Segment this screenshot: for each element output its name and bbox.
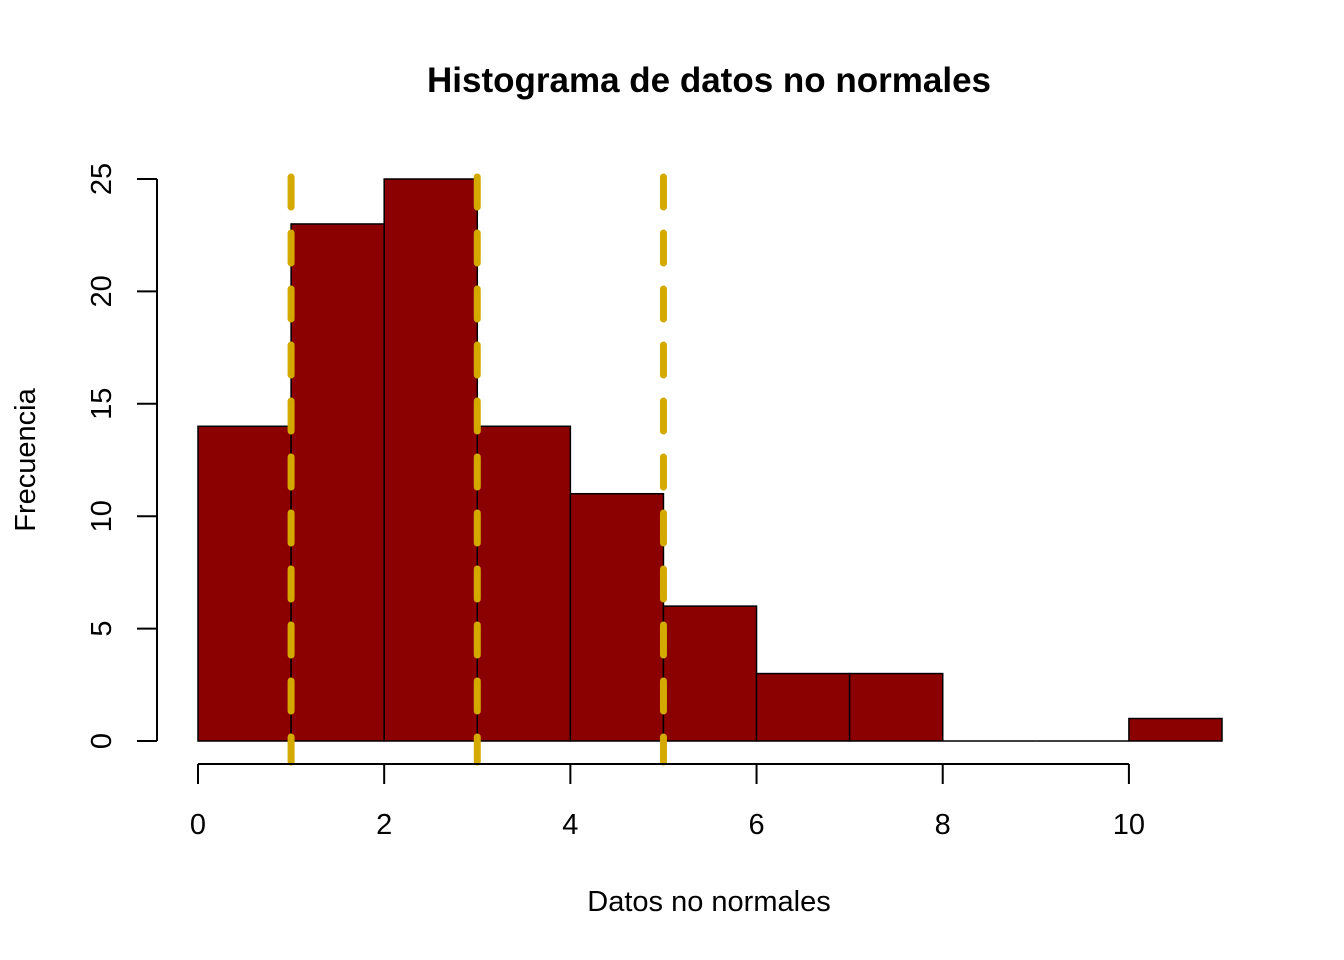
chart-title: Histograma de datos no normales — [427, 61, 991, 100]
y-tick-label: 25 — [86, 163, 118, 195]
histogram-bar — [755, 672, 851, 742]
histogram-bar — [197, 425, 292, 742]
x-tick-label: 6 — [748, 809, 764, 841]
y-tick-label: 5 — [86, 621, 118, 637]
y-tick-label: 20 — [86, 275, 118, 307]
histogram-bar — [290, 223, 385, 742]
x-axis: 0 2 4 6 8 10 — [190, 763, 1145, 841]
x-tick-label: 2 — [376, 809, 392, 841]
x-axis-label: Datos no normales — [587, 886, 830, 918]
histogram-bar — [569, 492, 665, 742]
histogram-bar — [848, 672, 944, 742]
x-tick-label: 4 — [562, 809, 578, 841]
y-tick-label: 15 — [86, 388, 118, 420]
x-tick-label: 10 — [1113, 809, 1145, 841]
x-tick-label: 8 — [935, 809, 951, 841]
histogram-bar — [476, 425, 572, 742]
y-axis: 0 5 10 15 20 25 — [86, 163, 158, 749]
histogram-bar — [1128, 717, 1223, 742]
y-axis-label: Frecuencia — [10, 387, 42, 531]
histogram-bar — [662, 605, 758, 742]
bars-group — [197, 178, 1223, 742]
y-tick-label: 10 — [86, 500, 118, 532]
reference-lines-group — [287, 173, 667, 766]
histogram-bar — [383, 178, 479, 742]
x-tick-label: 0 — [190, 809, 206, 841]
y-tick-label: 0 — [86, 733, 118, 749]
